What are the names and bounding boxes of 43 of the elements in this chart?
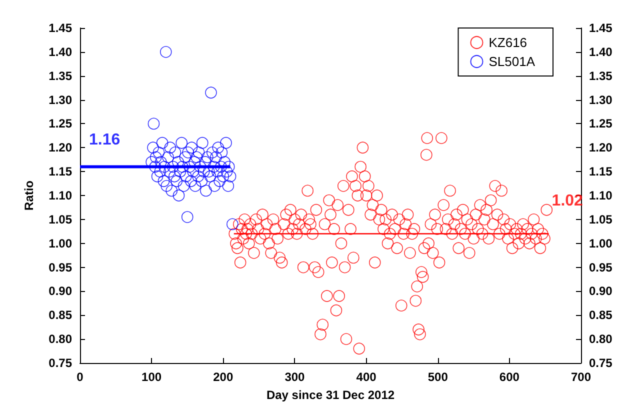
x-tick-label: 500 — [428, 370, 448, 384]
y2-tick-label: 1.35 — [589, 68, 613, 83]
y-tick-label: 1.30 — [48, 92, 72, 107]
y-tick-label: 1.40 — [48, 44, 72, 59]
y-axis-title: Ratio — [22, 180, 36, 210]
y2-tick-label: 1.25 — [589, 116, 613, 131]
y-tick-label: 1.00 — [48, 236, 72, 250]
y-tick-label: 1.20 — [48, 140, 72, 155]
y-tick-label: 0.80 — [48, 332, 72, 346]
y2-tick-label: 1.30 — [589, 92, 613, 107]
y2-tick-label: 0.75 — [589, 356, 613, 370]
y-tick-label: 1.35 — [48, 68, 72, 83]
x-axis-title: Day since 31 Dec 2012 — [266, 388, 395, 402]
annotation: 1.16 — [89, 131, 120, 148]
y-tick-label: 0.95 — [48, 260, 72, 274]
x-tick-label: 100 — [142, 370, 162, 384]
y2-tick-label: 1.00 — [589, 236, 613, 250]
y2-tick-label: 0.90 — [589, 284, 613, 298]
y-tick-label: 1.45 — [48, 21, 72, 35]
y-tick-label: 1.25 — [48, 116, 72, 131]
y2-tick-label: 1.20 — [589, 140, 613, 155]
y-tick-label: 0.85 — [48, 308, 72, 322]
y-tick-label: 1.05 — [48, 212, 72, 226]
y2-tick-label: 1.10 — [589, 188, 613, 202]
y-tick-label: 1.10 — [48, 188, 72, 202]
y2-tick-label: 1.05 — [589, 212, 613, 226]
y-tick-label: 0.75 — [48, 356, 72, 370]
legend-label: KZ616 — [488, 35, 528, 50]
x-tick-label: 600 — [499, 370, 520, 384]
y2-tick-label: 0.85 — [589, 308, 613, 322]
x-tick-label: 200 — [213, 370, 234, 384]
y2-tick-label: 1.40 — [589, 44, 613, 59]
x-tick-label: 700 — [570, 370, 592, 384]
x-tick-label: 300 — [284, 370, 306, 384]
x-tick-label: 0 — [76, 370, 84, 384]
y2-tick-label: 0.80 — [589, 332, 613, 346]
y-tick-label: 1.15 — [48, 164, 72, 179]
legend-label: SL501A — [488, 54, 536, 69]
y2-tick-label: 1.15 — [589, 164, 613, 179]
y2-tick-label: 1.45 — [589, 21, 613, 35]
y-tick-label: 0.90 — [48, 284, 72, 298]
x-tick-label: 400 — [356, 370, 377, 384]
y2-tick-label: 0.95 — [589, 260, 613, 274]
